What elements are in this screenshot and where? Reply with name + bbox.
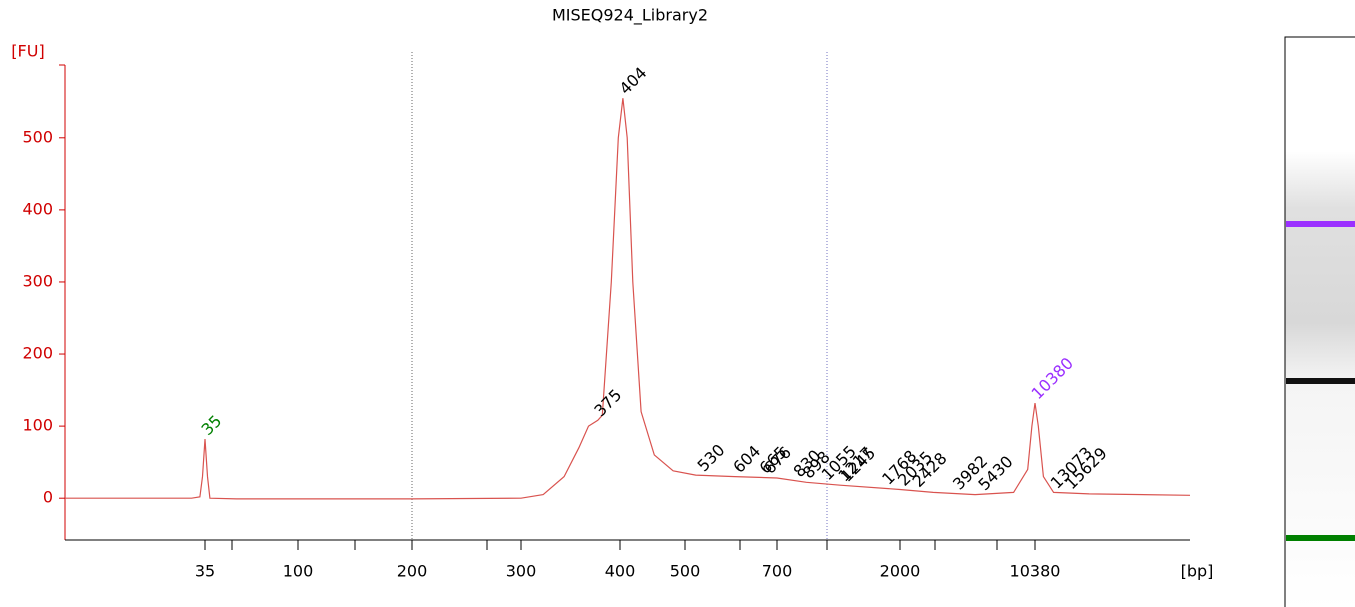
x-tick-label: 700 xyxy=(762,562,793,581)
peak-label: 35 xyxy=(198,411,226,439)
y-tick-label: 200 xyxy=(22,344,53,363)
peak-label: 10380 xyxy=(1028,354,1077,403)
x-tick-label: 35 xyxy=(195,562,215,581)
trace-line xyxy=(65,98,1191,500)
lower-marker-band xyxy=(1286,535,1355,541)
y-tick-label: 100 xyxy=(22,416,53,435)
sample-band xyxy=(1286,378,1355,384)
x-tick-label: 400 xyxy=(605,562,636,581)
peak-label: 375 xyxy=(590,385,625,420)
x-tick-label: 2000 xyxy=(880,562,921,581)
chart-title: MISEQ924_Library2 xyxy=(552,6,708,26)
peak-label: 604 xyxy=(729,442,764,477)
x-tick-label: 10380 xyxy=(1010,562,1061,581)
gel-lane xyxy=(1284,36,1355,607)
peak-label: 404 xyxy=(615,63,650,98)
y-tick-label: 300 xyxy=(22,271,53,290)
x-tick-label: 300 xyxy=(506,562,537,581)
x-tick-label: 200 xyxy=(397,562,428,581)
peak-label: 530 xyxy=(694,440,729,475)
upper-marker-band xyxy=(1286,221,1355,227)
y-axis-label: [FU] xyxy=(11,42,44,61)
minor-ticks xyxy=(231,540,998,550)
y-tick-label: 400 xyxy=(22,199,53,218)
y-tick-label: 500 xyxy=(22,127,53,146)
x-tick-label: 500 xyxy=(670,562,701,581)
x-tick-label: 100 xyxy=(283,562,314,581)
y-tick-label: 0 xyxy=(43,488,53,507)
x-axis-label: [bp] xyxy=(1181,562,1214,581)
